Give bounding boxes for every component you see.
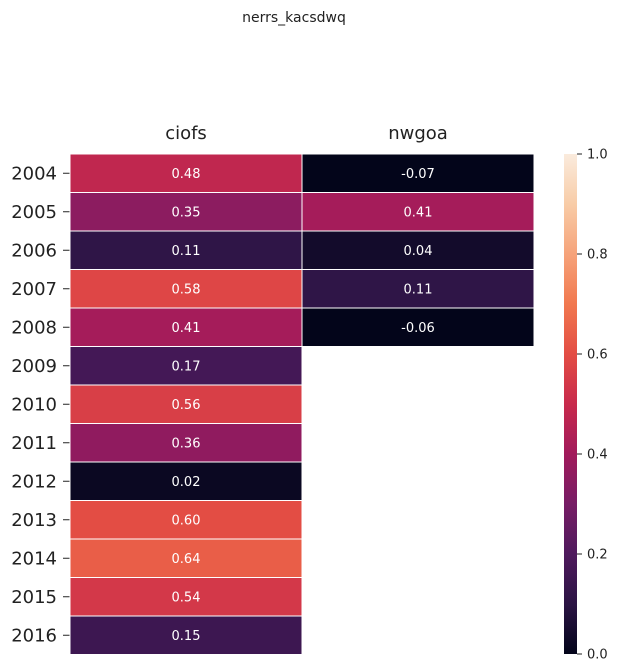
heatmap-cell — [69, 615, 303, 655]
cell-value-label: -0.06 — [401, 321, 435, 336]
row-label-2013: 2013 — [11, 510, 57, 531]
row-label-2015: 2015 — [11, 587, 57, 608]
cell-value-label: 0.35 — [172, 205, 201, 220]
cell-value-label: -0.07 — [401, 167, 435, 182]
heatmap-cell — [69, 307, 303, 347]
cell-value-label: 0.54 — [172, 590, 201, 605]
heatmap-cell — [69, 384, 303, 424]
cell-value-label: 0.41 — [172, 321, 201, 336]
heatmap-cell — [69, 346, 303, 386]
column-label-nwgoa: nwgoa — [388, 123, 448, 144]
colorbar-tick-label: 1.0 — [587, 148, 608, 163]
colorbar — [564, 154, 577, 654]
colorbar-tick-label: 0.6 — [587, 348, 608, 363]
chart-title: nerrs_kacsdwq — [242, 10, 346, 26]
row-label-2011: 2011 — [11, 433, 57, 454]
cell-value-label: 0.60 — [172, 513, 201, 528]
row-label-2004: 2004 — [11, 163, 57, 184]
heatmap-cell — [69, 538, 303, 578]
cell-value-label: 0.36 — [172, 436, 201, 451]
cell-value-labels: 0.48 -0.07 0.35 0.41 0.11 0.04 0.58 0.11 0.41 -0.… — [172, 167, 435, 644]
heatmap-cell — [301, 307, 535, 347]
row-label-2008: 2008 — [11, 317, 57, 338]
cell-value-label: 0.58 — [172, 282, 201, 297]
heatmap-cell — [69, 230, 303, 270]
heatmap-cell — [69, 269, 303, 309]
colorbar-gradient — [564, 154, 577, 654]
cell-value-label: 0.48 — [172, 167, 201, 182]
cell-value-label: 0.41 — [404, 205, 433, 220]
colorbar-tick-label: 0.0 — [587, 648, 608, 663]
cell-value-label: 0.56 — [172, 398, 201, 413]
column-labels: ciofs nwgoa — [165, 123, 448, 144]
cell-value-label: 0.11 — [172, 244, 201, 259]
heatmap-cell — [69, 423, 303, 463]
row-label-2007: 2007 — [11, 279, 57, 300]
column-label-ciofs: ciofs — [165, 123, 207, 144]
cell-value-label: 0.64 — [172, 552, 201, 567]
row-label-2014: 2014 — [11, 548, 57, 569]
heatmap-cells — [69, 153, 535, 655]
cell-value-label: 0.15 — [172, 629, 201, 644]
row-label-2009: 2009 — [11, 356, 57, 377]
heatmap-cell — [69, 577, 303, 617]
colorbar-tick-label: 0.4 — [587, 448, 608, 463]
row-labels: 2004 2005 2006 2007 2008 2009 2010 2011 2012 2013… — [11, 163, 70, 646]
row-label-2005: 2005 — [11, 202, 57, 223]
colorbar-tick-label: 0.2 — [587, 548, 608, 563]
cell-value-label: 0.17 — [172, 359, 201, 374]
row-label-2006: 2006 — [11, 240, 57, 261]
cell-value-label: 0.04 — [404, 244, 433, 259]
heatmap-cell — [69, 461, 303, 501]
cell-value-label: 0.11 — [404, 282, 433, 297]
heatmap-cell — [69, 192, 303, 232]
row-label-2016: 2016 — [11, 625, 57, 646]
row-label-2012: 2012 — [11, 471, 57, 492]
row-label-2010: 2010 — [11, 394, 57, 415]
cell-value-label: 0.02 — [172, 475, 201, 490]
heatmap-cell — [301, 269, 535, 309]
colorbar-ticks: 0.0 0.2 0.4 0.6 0.8 1.0 — [577, 148, 608, 663]
heatmap-cell — [69, 500, 303, 540]
colorbar-tick-label: 0.8 — [587, 248, 608, 263]
heatmap-cell — [69, 153, 303, 193]
